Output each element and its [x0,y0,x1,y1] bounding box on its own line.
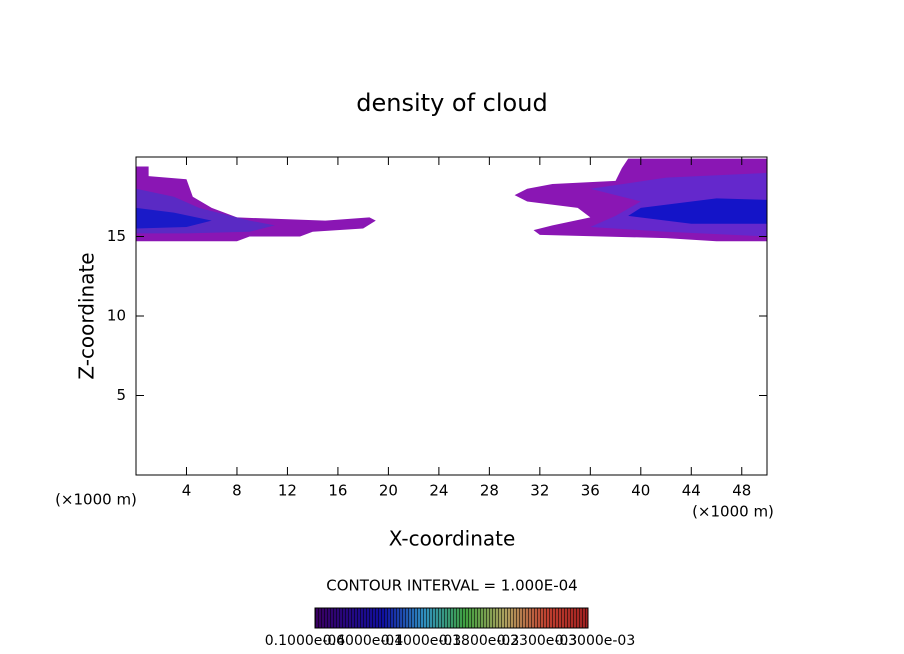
contour-region [136,207,212,229]
x-axis-title: X-coordinate [389,527,516,551]
y-tick-label: 10 [107,307,126,325]
x-tick-label: 28 [480,482,499,500]
x-tick-label: 44 [682,482,701,500]
x-tick-label: 20 [379,482,398,500]
chart-title: density of cloud [356,89,547,117]
x-tick-label: 4 [182,482,192,500]
colorbar-label: 0.1000e-04 [265,633,346,649]
y-axis-title: Z-coordinate [75,252,99,379]
colorbar-label: 0.1000e-03 [381,633,461,649]
y-tick-label: 15 [107,227,126,245]
colorbar-stripes [314,607,589,629]
x-tick-label: 48 [732,482,751,500]
y-tick-label: 5 [116,386,126,404]
x-tick-label: 8 [232,482,242,500]
x-unit: (×1000 m) [692,503,774,521]
colorbar-label: 0.3000e-03 [555,633,635,649]
x-tick-label: 40 [631,482,650,500]
x-tick-label: 36 [581,482,600,500]
colorbar-label: 0.1800e-03 [439,633,519,649]
x-tick-label: 32 [530,482,549,500]
contour-region [628,198,767,224]
colorbar-label: 0.2300e-03 [497,633,577,649]
colorbar-label: 0.6000e-04 [323,633,404,649]
x-tick-label: 24 [429,482,448,500]
x-tick-label: 12 [278,482,297,500]
y-unit: (×1000 m) [55,491,137,509]
contour-interval: CONTOUR INTERVAL = 1.000E-04 [326,577,577,595]
x-tick-label: 16 [328,482,347,500]
